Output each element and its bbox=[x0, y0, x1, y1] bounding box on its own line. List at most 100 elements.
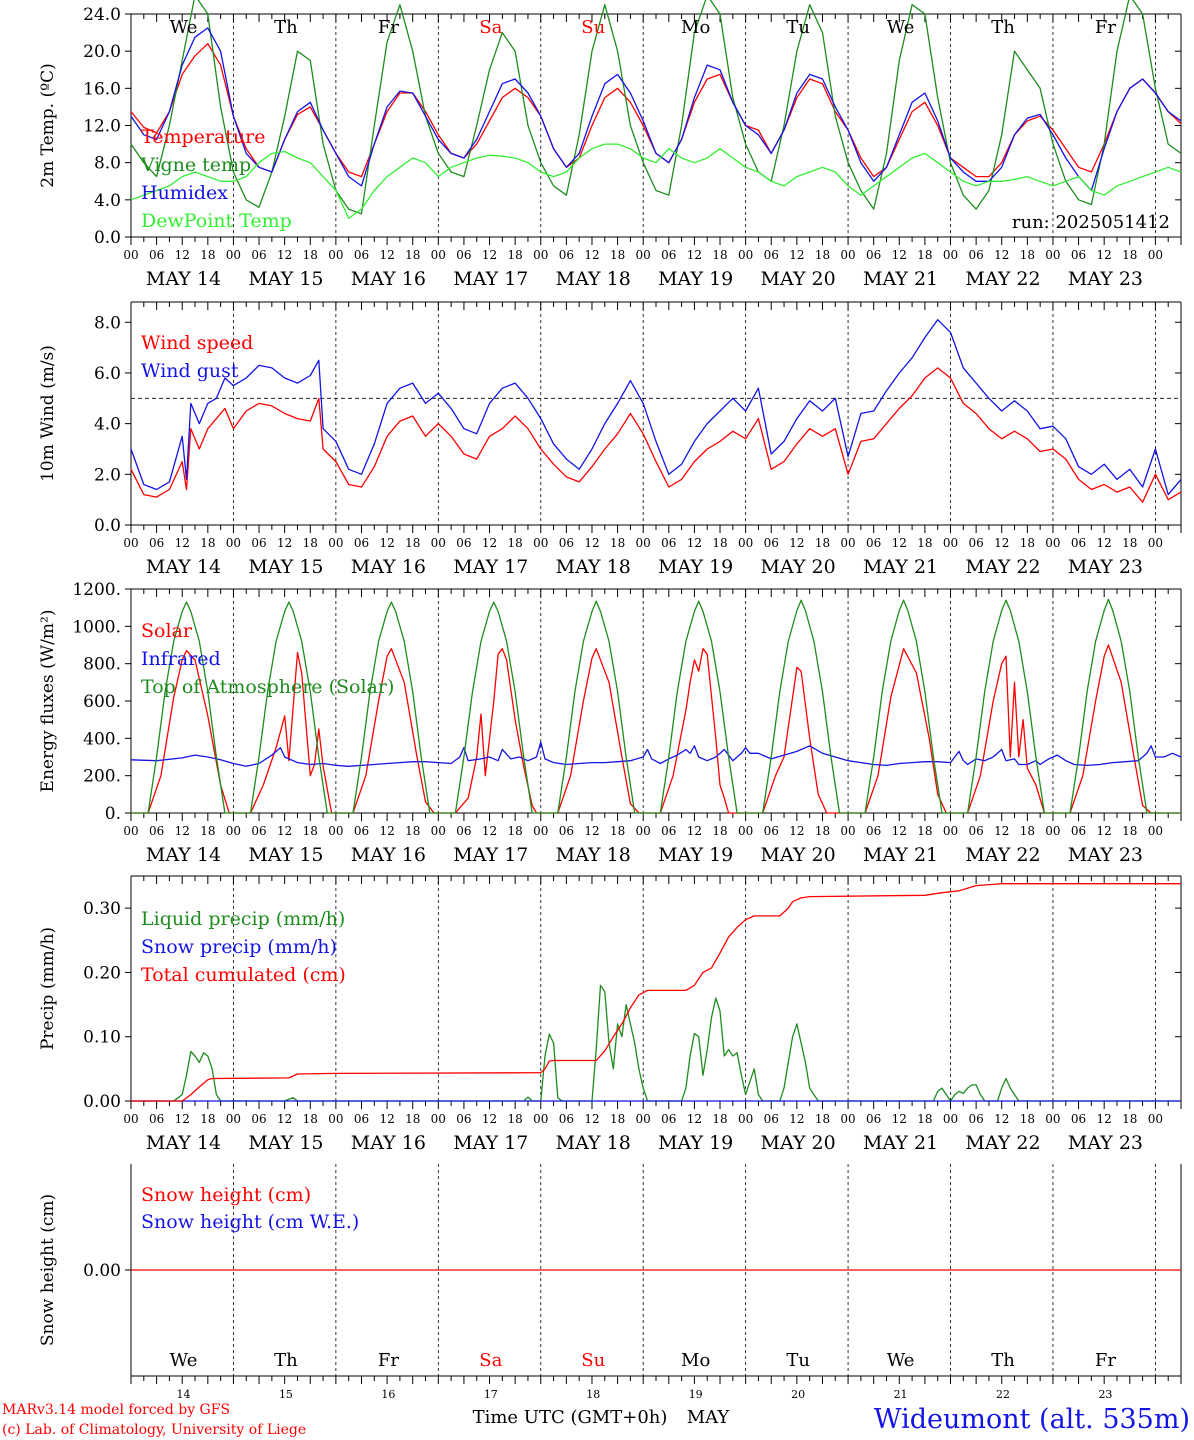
hour-tick-label: 18 bbox=[610, 1112, 625, 1126]
hour-tick-label: 12 bbox=[175, 248, 190, 262]
hour-tick-label: 18 bbox=[917, 248, 932, 262]
hour-tick-label: 00 bbox=[738, 824, 753, 838]
date-label: MAY 23 bbox=[1068, 268, 1143, 290]
hour-tick-label: 06 bbox=[661, 536, 676, 550]
day-number: 22 bbox=[996, 1388, 1010, 1401]
hour-tick-label: 12 bbox=[687, 1112, 702, 1126]
hour-tick-label: 06 bbox=[251, 536, 266, 550]
series-line bbox=[130, 319, 1182, 496]
hour-tick-label: 18 bbox=[1122, 248, 1137, 262]
date-label: MAY 21 bbox=[863, 268, 938, 290]
hour-tick-label: 12 bbox=[687, 536, 702, 550]
date-label: MAY 22 bbox=[965, 268, 1040, 290]
day-number: 17 bbox=[484, 1388, 498, 1401]
hour-tick-label: 12 bbox=[175, 1112, 190, 1126]
hour-tick-label: 00 bbox=[1148, 248, 1163, 262]
hour-tick-label: 06 bbox=[354, 824, 369, 838]
y-axis-title: Energy fluxes (W/m²) bbox=[38, 610, 58, 793]
date-label: MAY 21 bbox=[863, 844, 938, 866]
hour-tick-label: 06 bbox=[251, 824, 266, 838]
snow-height-panel: 0.00 Snow height (cm) Snow height (cm) Snow… bbox=[38, 1164, 1182, 1401]
legend-entry: Snow height (cm W.E.) bbox=[141, 1211, 359, 1233]
day-name: Tu bbox=[786, 1350, 810, 1371]
hour-tick-label: 12 bbox=[1097, 536, 1112, 550]
hour-tick-label: 12 bbox=[892, 1112, 907, 1126]
hour-tick-label: 06 bbox=[1071, 536, 1086, 550]
hour-tick-label: 12 bbox=[379, 824, 394, 838]
hour-tick-label: 12 bbox=[1097, 824, 1112, 838]
hour-tick-label: 18 bbox=[917, 1112, 932, 1126]
series-line bbox=[131, 883, 1181, 1102]
hour-tick-label: 00 bbox=[738, 1112, 753, 1126]
hour-tick-label: 06 bbox=[866, 536, 881, 550]
y-tick-label: 0.10 bbox=[83, 1028, 121, 1048]
hour-tick-label: 00 bbox=[1148, 536, 1163, 550]
hour-tick-label: 00 bbox=[840, 824, 855, 838]
hour-tick-label: 12 bbox=[277, 1112, 292, 1126]
hour-tick-label: 12 bbox=[789, 1112, 804, 1126]
day-number: 16 bbox=[381, 1388, 395, 1401]
hour-tick-label: 00 bbox=[533, 248, 548, 262]
hour-tick-label: 06 bbox=[149, 1112, 164, 1126]
y-tick-label: 0.00 bbox=[83, 1261, 121, 1281]
hour-tick-label: 00 bbox=[840, 1112, 855, 1126]
hour-tick-label: 18 bbox=[405, 536, 420, 550]
hour-tick-label: 12 bbox=[482, 248, 497, 262]
legend-entry: Infrared bbox=[141, 648, 221, 670]
y-tick-label: 12.0 bbox=[83, 117, 121, 137]
hour-tick-label: 06 bbox=[866, 824, 881, 838]
hour-tick-label: 00 bbox=[636, 824, 651, 838]
series-line bbox=[130, 367, 1182, 503]
day-number: 19 bbox=[689, 1388, 703, 1401]
hour-tick-label: 06 bbox=[1071, 1112, 1086, 1126]
date-label: MAY 14 bbox=[146, 556, 221, 578]
y-tick-label: 2.0 bbox=[94, 465, 121, 485]
hour-tick-label: 12 bbox=[584, 536, 599, 550]
day-name: We bbox=[170, 1350, 198, 1371]
y-tick-label: 16.0 bbox=[83, 79, 121, 99]
hour-tick-label: 06 bbox=[149, 248, 164, 262]
y-axis-title: 10m Wind (m/s) bbox=[38, 345, 58, 482]
hour-tick-label: 12 bbox=[482, 824, 497, 838]
hour-tick-label: 00 bbox=[431, 824, 446, 838]
day-name: Th bbox=[274, 17, 298, 38]
day-name: Fr bbox=[1095, 17, 1116, 38]
y-tick-label: 1200. bbox=[72, 580, 121, 600]
month-label: MAY bbox=[687, 1407, 731, 1428]
hour-tick-label: 18 bbox=[610, 248, 625, 262]
y-axis-title: Precip (mm/h) bbox=[38, 927, 58, 1050]
day-name: Mo bbox=[681, 17, 710, 38]
credit-line-1: MARv3.14 model forced by GFS bbox=[2, 1402, 230, 1418]
x-axis-label: Time UTC (GMT+0h) bbox=[473, 1407, 668, 1428]
y-tick-label: 24.0 bbox=[83, 5, 121, 25]
hour-tick-label: 06 bbox=[968, 1112, 983, 1126]
date-label: MAY 21 bbox=[863, 1132, 938, 1154]
date-label: MAY 16 bbox=[351, 844, 426, 866]
hour-tick-label: 06 bbox=[251, 248, 266, 262]
hour-tick-label: 18 bbox=[712, 1112, 727, 1126]
hour-tick-label: 06 bbox=[661, 824, 676, 838]
hour-tick-label: 18 bbox=[200, 248, 215, 262]
date-label: MAY 18 bbox=[556, 268, 631, 290]
date-label: MAY 17 bbox=[453, 268, 528, 290]
hour-tick-label: 00 bbox=[1045, 824, 1060, 838]
hour-tick-label: 12 bbox=[175, 824, 190, 838]
hour-tick-label: 06 bbox=[866, 1112, 881, 1126]
day-number: 23 bbox=[1098, 1388, 1112, 1401]
hour-tick-label: 18 bbox=[815, 1112, 830, 1126]
hour-tick-label: 00 bbox=[533, 536, 548, 550]
hour-tick-label: 06 bbox=[456, 1112, 471, 1126]
hour-tick-label: 00 bbox=[1148, 824, 1163, 838]
hour-tick-label: 00 bbox=[943, 824, 958, 838]
date-label: MAY 18 bbox=[556, 1132, 631, 1154]
hour-tick-label: 00 bbox=[328, 1112, 343, 1126]
y-tick-label: 4.0 bbox=[94, 415, 121, 435]
date-label: MAY 17 bbox=[453, 844, 528, 866]
day-number: 20 bbox=[791, 1388, 805, 1401]
hour-tick-label: 18 bbox=[508, 824, 523, 838]
y-tick-label: 0.20 bbox=[83, 963, 121, 983]
hour-tick-label: 00 bbox=[431, 1112, 446, 1126]
date-label: MAY 17 bbox=[453, 1132, 528, 1154]
date-label: MAY 22 bbox=[965, 556, 1040, 578]
